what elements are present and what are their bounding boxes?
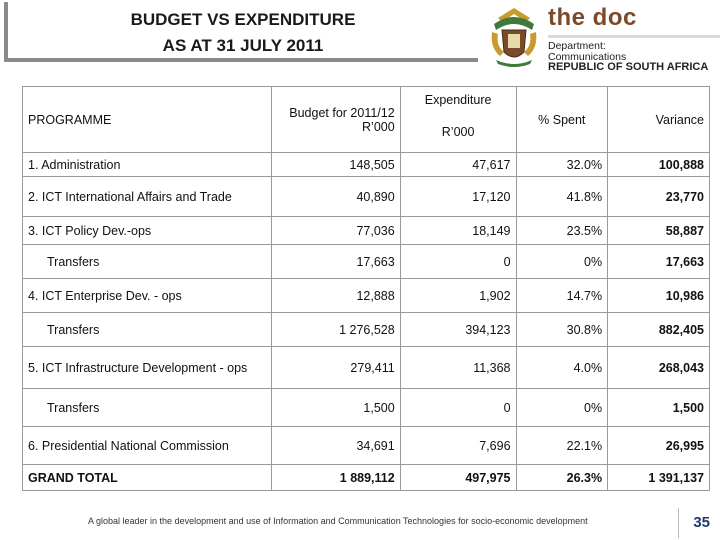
header-expenditure-unit: R’000 <box>441 125 475 139</box>
row-programme: 4. ICT Enterprise Dev. - ops <box>21 278 273 313</box>
grand-total-pct: 26.3% <box>515 464 609 491</box>
row-expenditure: 7,696 <box>399 426 517 465</box>
row-budget: 1 276,528 <box>271 312 401 347</box>
table-row: 5. ICT Infrastructure Development - ops … <box>21 346 710 389</box>
table-row: 3. ICT Policy Dev.-ops 77,036 18,149 23.… <box>21 216 710 245</box>
row-expenditure: 47,617 <box>399 152 517 177</box>
department-logo: the doc Department: Communications REPUB… <box>484 2 720 73</box>
row-expenditure: 18,149 <box>399 216 517 245</box>
row-pct: 30.8% <box>515 312 609 347</box>
dept-label: Department: <box>548 40 606 52</box>
row-budget: 40,890 <box>271 176 401 217</box>
brand-divider <box>548 35 720 38</box>
header-expenditure: Expenditure R’000 <box>399 86 517 153</box>
row-budget: 1,500 <box>271 388 401 427</box>
row-pct: 41.8% <box>515 176 609 217</box>
grand-total-row: GRAND TOTAL 1 889,112 497,975 26.3% 1 39… <box>21 464 710 491</box>
header-variance: Variance <box>607 86 710 153</box>
dept-name: Communications <box>548 51 627 63</box>
row-budget: 77,036 <box>271 216 401 245</box>
table-row: 1. Administration 148,505 47,617 32.0% 1… <box>21 152 710 177</box>
row-expenditure: 17,120 <box>399 176 517 217</box>
row-variance: 17,663 <box>607 244 710 279</box>
row-pct: 14.7% <box>515 278 609 313</box>
row-programme: 5. ICT Infrastructure Development - ops <box>21 346 273 389</box>
table-row: Transfers 1 276,528 394,123 30.8% 882,40… <box>21 312 710 347</box>
budget-table: PROGRAMME Budget for 2011/12 R’000 Expen… <box>21 86 710 491</box>
row-pct: 4.0% <box>515 346 609 389</box>
row-budget: 279,411 <box>271 346 401 389</box>
row-programme: 3. ICT Policy Dev.-ops <box>21 216 273 245</box>
row-programme: 1. Administration <box>21 152 273 177</box>
table-row: 4. ICT Enterprise Dev. - ops 12,888 1,90… <box>21 278 710 313</box>
row-budget: 34,691 <box>271 426 401 465</box>
row-programme: Transfers <box>21 244 273 279</box>
row-variance: 882,405 <box>607 312 710 347</box>
coat-of-arms-icon <box>491 8 537 67</box>
row-expenditure: 0 <box>399 244 517 279</box>
table-row: 2. ICT International Affairs and Trade 4… <box>21 176 710 217</box>
row-pct: 23.5% <box>515 216 609 245</box>
header-pct-spent: % Spent <box>515 86 609 153</box>
row-variance: 1,500 <box>607 388 710 427</box>
header-programme: PROGRAMME <box>21 86 273 153</box>
row-variance: 23,770 <box>607 176 710 217</box>
row-budget: 148,505 <box>271 152 401 177</box>
row-variance: 26,995 <box>607 426 710 465</box>
row-programme: Transfers <box>21 388 273 427</box>
row-programme: 2. ICT International Affairs and Trade <box>21 176 273 217</box>
title-line-1: BUDGET VS EXPENDITURE <box>130 10 356 29</box>
header-row: PROGRAMME Budget for 2011/12 R’000 Expen… <box>21 86 710 153</box>
row-pct: 22.1% <box>515 426 609 465</box>
header-budget: Budget for 2011/12 R’000 <box>271 86 401 153</box>
row-expenditure: 1,902 <box>399 278 517 313</box>
table-row: Transfers 1,500 0 0% 1,500 <box>21 388 710 427</box>
row-pct: 32.0% <box>515 152 609 177</box>
title-line-2: AS AT 31 JULY 2011 <box>162 36 324 55</box>
row-pct: 0% <box>515 244 609 279</box>
row-variance: 58,887 <box>607 216 710 245</box>
row-pct: 0% <box>515 388 609 427</box>
row-programme: 6. Presidential National Commission <box>21 426 273 465</box>
grand-total-expenditure: 497,975 <box>399 464 517 491</box>
row-expenditure: 11,368 <box>399 346 517 389</box>
grand-total-budget: 1 889,112 <box>271 464 401 491</box>
title-box: BUDGET VS EXPENDITURE AS AT 31 JULY 2011 <box>4 2 478 62</box>
row-variance: 100,888 <box>607 152 710 177</box>
grand-total-label: GRAND TOTAL <box>21 464 273 491</box>
row-programme: Transfers <box>21 312 273 347</box>
page-number: 35 <box>693 514 710 531</box>
brand-name: the doc <box>548 4 637 31</box>
grand-total-variance: 1 391,137 <box>607 464 710 491</box>
table-row: Transfers 17,663 0 0% 17,663 <box>21 244 710 279</box>
table-row: 6. Presidential National Commission 34,6… <box>21 426 710 465</box>
row-variance: 268,043 <box>607 346 710 389</box>
row-expenditure: 394,123 <box>399 312 517 347</box>
footer-tagline: A global leader in the development and u… <box>88 516 588 526</box>
row-expenditure: 0 <box>399 388 517 427</box>
footer-divider <box>678 508 679 538</box>
header-expenditure-label: Expenditure <box>424 93 492 107</box>
country-name: REPUBLIC OF SOUTH AFRICA <box>548 61 709 73</box>
row-budget: 17,663 <box>271 244 401 279</box>
row-variance: 10,986 <box>607 278 710 313</box>
row-budget: 12,888 <box>271 278 401 313</box>
